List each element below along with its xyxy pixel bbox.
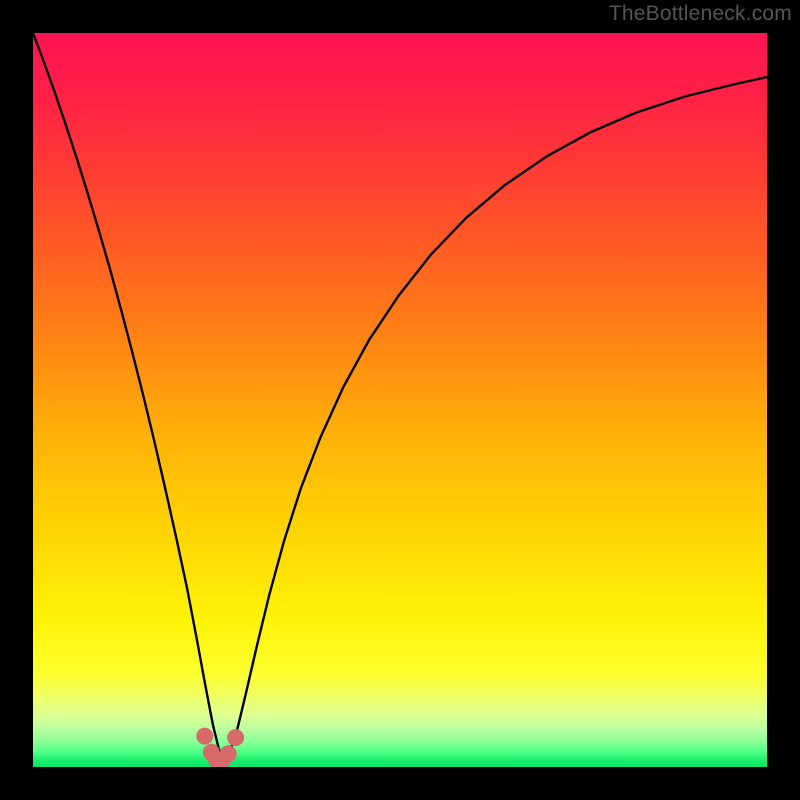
bottleneck-curve bbox=[33, 33, 767, 760]
plot-area bbox=[33, 33, 767, 767]
chart-frame: TheBottleneck.com bbox=[0, 0, 800, 800]
watermark-text: TheBottleneck.com bbox=[609, 2, 792, 26]
marker-dot bbox=[196, 728, 213, 745]
chart-curve-layer bbox=[33, 33, 767, 767]
marker-dot bbox=[220, 745, 237, 762]
marker-cluster bbox=[196, 728, 244, 767]
marker-dot bbox=[227, 729, 244, 746]
